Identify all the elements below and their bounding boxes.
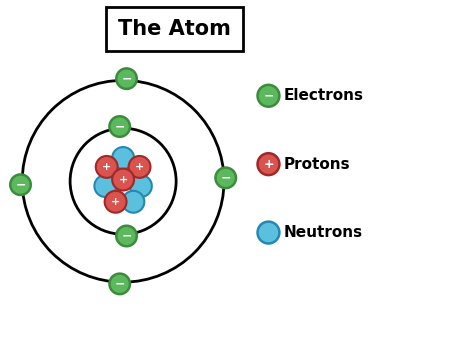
Circle shape [257,222,279,244]
Circle shape [128,156,150,178]
Circle shape [109,116,130,137]
Circle shape [105,191,127,213]
Text: −: − [121,72,132,85]
Circle shape [10,174,31,195]
Text: +: + [263,158,274,171]
Text: +: + [102,162,111,172]
Text: Electrons: Electrons [284,88,364,103]
Circle shape [122,191,144,213]
Circle shape [257,85,279,107]
Text: Neutrons: Neutrons [284,225,363,240]
Text: −: − [15,178,26,191]
Circle shape [94,175,116,197]
Text: Protons: Protons [284,157,350,172]
Circle shape [257,153,279,175]
Text: −: − [220,171,231,184]
Text: +: + [111,197,120,207]
Text: −: − [263,89,273,102]
Circle shape [109,274,130,294]
Circle shape [112,147,134,169]
Circle shape [216,168,236,188]
FancyBboxPatch shape [106,7,243,51]
Text: +: + [135,162,144,172]
Circle shape [116,68,137,89]
Circle shape [112,169,134,190]
Circle shape [96,156,118,178]
Text: −: − [114,120,125,133]
Text: +: + [118,174,128,185]
Text: −: − [121,229,132,242]
Circle shape [130,175,152,197]
Circle shape [116,226,137,246]
Text: The Atom: The Atom [118,19,231,39]
Text: −: − [114,277,125,290]
